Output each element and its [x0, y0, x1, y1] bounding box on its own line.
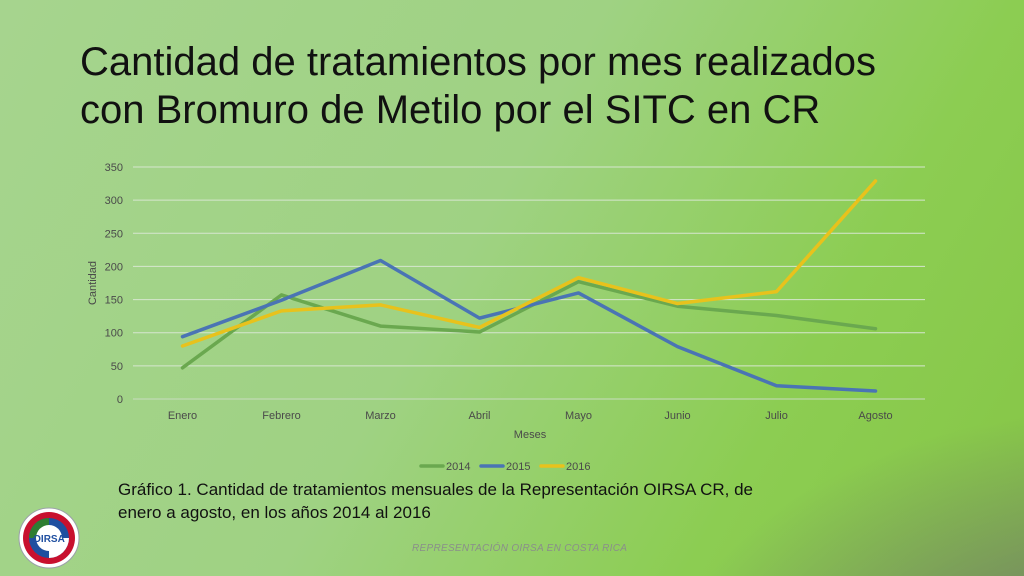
- y-tick-0: 0: [117, 394, 123, 406]
- y-tick-250: 250: [105, 228, 123, 240]
- legend: 2014 2015 2016: [419, 461, 590, 473]
- x-tick-febrero: Febrero: [262, 410, 301, 422]
- slide-title-line2: con Bromuro de Metilo por el SITC en CR: [80, 88, 821, 132]
- x-tick-mayo: Mayo: [565, 410, 592, 422]
- chart-caption: Gráfico 1. Cantidad de tratamientos mens…: [118, 478, 768, 524]
- x-tick-junio: Junio: [664, 410, 690, 422]
- legend-label-2015: 2015: [506, 461, 530, 473]
- y-tick-50: 50: [111, 361, 123, 373]
- legend-label-2014: 2014: [446, 461, 470, 473]
- slide-title: Cantidad de tratamientos por mes realiza…: [80, 38, 980, 134]
- x-axis-label: Meses: [514, 429, 547, 441]
- y-tick-200: 200: [105, 261, 123, 273]
- legend-label-2016: 2016: [566, 461, 590, 473]
- gridlines: [133, 166, 925, 400]
- logo-text: OIRSA: [33, 534, 65, 545]
- x-tick-agosto: Agosto: [858, 410, 892, 422]
- series-line-2016: [180, 179, 878, 348]
- x-tick-marzo: Marzo: [365, 410, 396, 422]
- y-tick-300: 300: [105, 195, 123, 207]
- caption-line2: enero a agosto, en los años 2014 al 2016: [118, 503, 431, 522]
- y-tick-labels: 0 50 100 150 200 250 300 350: [105, 162, 123, 406]
- y-tick-350: 350: [105, 162, 123, 174]
- series-lines: [180, 179, 878, 393]
- footer-text: REPRESENTACIÓN OIRSA EN COSTA RICA: [412, 543, 628, 554]
- x-tick-julio: Julio: [765, 410, 788, 422]
- series-line-2014: [180, 279, 878, 370]
- y-tick-150: 150: [105, 295, 123, 307]
- x-tick-abril: Abril: [468, 410, 490, 422]
- x-tick-labels: Enero Febrero Marzo Abril Mayo Junio Julio Agos…: [168, 410, 893, 422]
- series-line-2015: [180, 258, 878, 393]
- oirsa-logo: OIRSA: [18, 507, 80, 569]
- x-tick-enero: Enero: [168, 410, 197, 422]
- caption-line1: Gráfico 1. Cantidad de tratamientos mens…: [118, 480, 754, 499]
- slide-title-line1: Cantidad de tratamientos por mes realiza…: [80, 40, 876, 84]
- y-tick-100: 100: [105, 328, 123, 340]
- y-axis-label: Cantidad: [87, 261, 99, 305]
